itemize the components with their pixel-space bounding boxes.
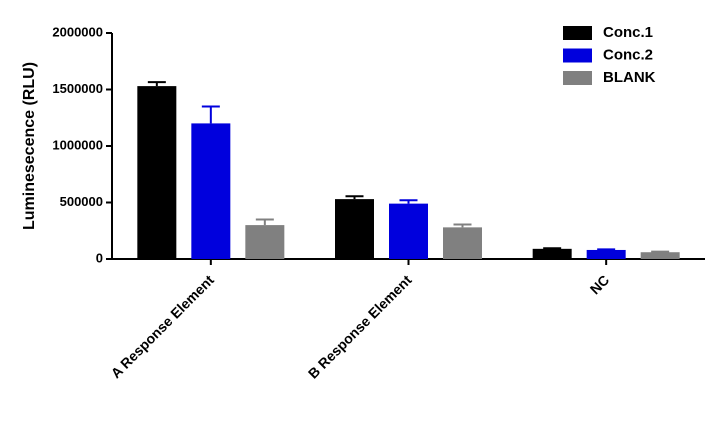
x-tick-label: B Response Element bbox=[305, 272, 415, 382]
legend-swatch bbox=[563, 26, 592, 40]
bar bbox=[586, 249, 626, 259]
legend-label: Conc.2 bbox=[603, 46, 653, 63]
y-axis-label: Luminesecence (RLU) bbox=[21, 62, 38, 230]
bar bbox=[640, 252, 680, 259]
y-tick-label: 2000000 bbox=[52, 24, 103, 39]
legend-label: Conc.1 bbox=[603, 24, 653, 41]
bar bbox=[443, 227, 482, 259]
x-tick-label: A Response Element bbox=[108, 272, 218, 382]
bar bbox=[335, 199, 374, 259]
bar bbox=[191, 123, 231, 260]
bar bbox=[245, 225, 285, 259]
legend-swatch bbox=[563, 71, 592, 85]
x-tick-label: NC bbox=[587, 272, 613, 298]
legend-swatch bbox=[563, 48, 592, 63]
legend-label: BLANK bbox=[603, 69, 656, 86]
bar bbox=[137, 86, 177, 259]
y-tick-label: 1000000 bbox=[52, 137, 103, 152]
y-tick-label: 0 bbox=[96, 250, 103, 265]
bar bbox=[532, 248, 572, 259]
y-tick-label: 500000 bbox=[60, 194, 103, 209]
y-tick-label: 1500000 bbox=[52, 81, 103, 96]
bar bbox=[389, 203, 428, 259]
